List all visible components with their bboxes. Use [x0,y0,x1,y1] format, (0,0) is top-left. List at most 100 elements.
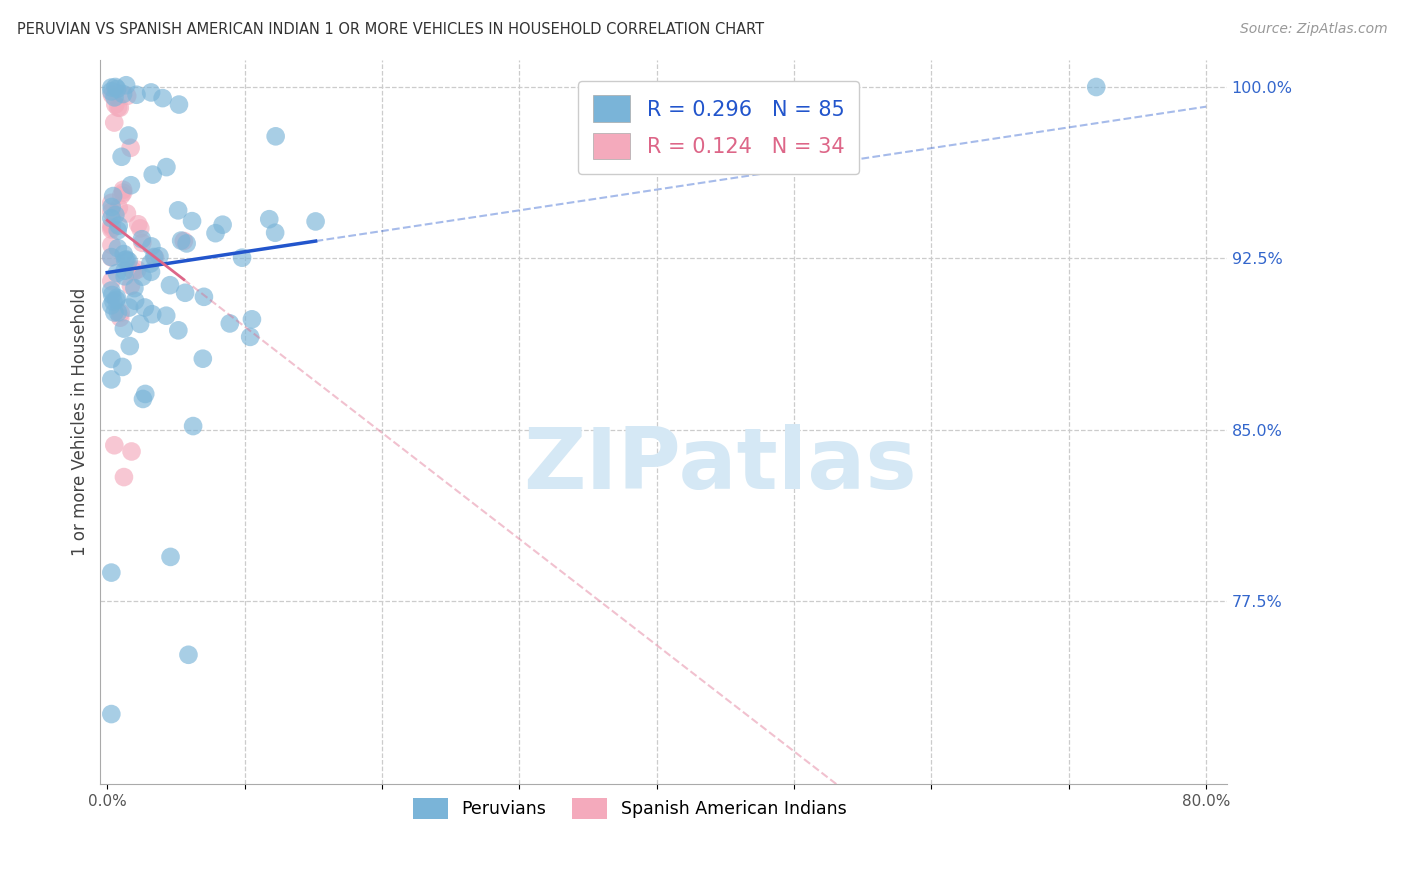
Point [105,82,128,96]
Point [112,247,135,261]
Point [107,241,129,255]
Point [100,238,122,252]
Text: ZIPatlas: ZIPatlas [523,424,917,507]
Point [127,262,149,277]
Point [105,293,128,307]
Point [125,87,148,102]
Point [100,251,122,265]
Point [124,293,146,308]
Point [117,128,139,143]
Point [112,321,135,335]
Point [167,323,190,337]
Point [115,206,138,220]
Text: PERUVIAN VS SPANISH AMERICAN INDIAN 1 OR MORE VEHICLES IN HOUSEHOLD CORRELATION : PERUVIAN VS SPANISH AMERICAN INDIAN 1 OR… [17,22,763,37]
Point [101,189,124,203]
Text: Source: ZipAtlas.com: Source: ZipAtlas.com [1240,22,1388,37]
Point [204,226,226,240]
Point [120,278,142,293]
Point [112,470,135,484]
Point [132,392,155,406]
Point [118,339,141,353]
Point [114,253,136,268]
Point [107,305,129,319]
Point [129,221,152,235]
Point [167,97,190,112]
Point [100,205,122,219]
Point [118,301,141,315]
Point [141,307,163,321]
Point [104,208,127,222]
Point [240,312,263,326]
Point [100,298,122,312]
Point [108,101,131,115]
Point [155,160,177,174]
Point [104,97,127,112]
Point [176,236,198,251]
Point [100,372,122,386]
Point [103,90,125,104]
Point [101,288,124,302]
Point [112,186,135,200]
Point [111,359,134,374]
Point [100,707,122,722]
Point [100,211,122,226]
Point [264,226,287,240]
Point [100,218,122,232]
Point [173,234,195,248]
Point [170,234,193,248]
Point [100,222,122,236]
Point [100,80,122,95]
Point [114,269,136,284]
Point [134,387,156,401]
Point [103,115,125,129]
Point [100,566,122,580]
Point [139,86,162,100]
Point [139,265,162,279]
Point [114,264,136,278]
Y-axis label: 1 or more Vehicles in Household: 1 or more Vehicles in Household [72,288,89,556]
Point [131,269,153,284]
Point [122,264,145,278]
Point [115,78,138,93]
Point [259,212,281,227]
Point [108,201,131,215]
Point [148,249,170,263]
Point [121,263,143,277]
Point [134,301,156,315]
Point [110,188,132,202]
Point [105,291,128,305]
Point [121,444,143,458]
Point [143,251,166,265]
Point [167,203,190,218]
Point [177,648,200,662]
Point [131,235,153,250]
Point [101,220,124,235]
Legend: Peruvians, Spanish American Indians: Peruvians, Spanish American Indians [406,791,853,826]
Point [117,254,139,268]
Point [110,306,132,320]
Point [100,195,122,210]
Point [218,317,240,331]
Point [107,101,129,115]
Point [174,285,197,300]
Point [159,278,181,293]
Point [110,150,132,164]
Point [115,89,138,103]
Point [264,129,287,144]
Point [181,419,204,434]
Point [104,80,127,95]
Point [193,290,215,304]
Point [100,250,122,264]
Point [103,305,125,319]
Point [107,223,129,237]
Point [159,549,181,564]
Point [141,239,163,253]
Point [110,310,132,325]
Point [124,281,146,295]
Point [211,218,233,232]
Point [115,252,138,267]
Point [239,330,262,344]
Point [129,317,152,331]
Point [191,351,214,366]
Point [304,214,326,228]
